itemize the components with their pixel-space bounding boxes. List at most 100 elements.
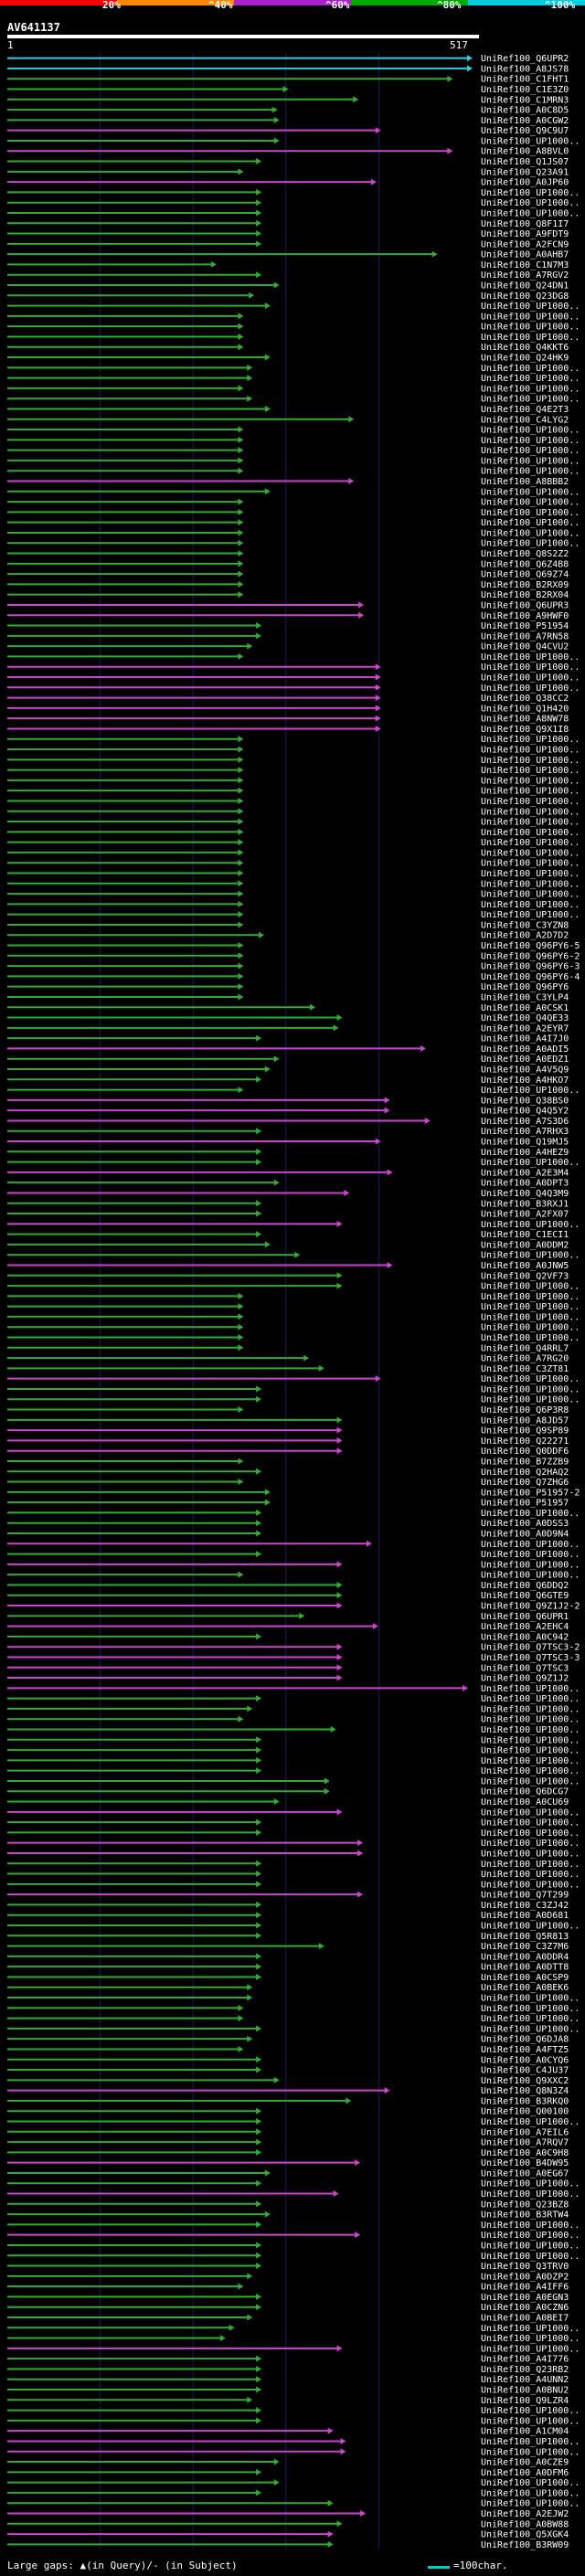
hit-label[interactable]: UniRef100_UP1000.. <box>481 2447 580 2457</box>
hit-label[interactable]: UniRef100_UP1000.. <box>481 2231 580 2241</box>
hit-label[interactable]: UniRef100_UP1000.. <box>481 1860 580 1870</box>
hit-label[interactable]: UniRef100_Q9SP89 <box>481 1426 569 1436</box>
hit-label[interactable]: UniRef100_A0BW88 <box>481 2519 569 2529</box>
hit-label[interactable]: UniRef100_Q4QE33 <box>481 1013 569 1023</box>
hit-label[interactable]: UniRef100_C3YLP4 <box>481 992 569 1002</box>
hit-label[interactable]: UniRef100_Q38BS0 <box>481 1096 569 1106</box>
hit-label[interactable]: UniRef100_UP1000.. <box>481 2488 580 2498</box>
hit-label[interactable]: UniRef100_Q6DDQ2 <box>481 1581 569 1591</box>
hit-label[interactable]: UniRef100_A0C942 <box>481 1632 569 1642</box>
hit-label[interactable]: UniRef100_UP1000.. <box>481 312 580 322</box>
hit-label[interactable]: UniRef100_UP1000.. <box>481 487 580 497</box>
hit-label[interactable]: UniRef100_UP1000.. <box>481 910 580 920</box>
hit-label[interactable]: UniRef100_UP1000.. <box>481 2334 580 2344</box>
hit-label[interactable]: UniRef100_Q4KKT6 <box>481 343 569 353</box>
hit-label[interactable]: UniRef100_UP1000.. <box>481 364 580 374</box>
hit-label[interactable]: UniRef100_UP1000.. <box>481 1550 580 1560</box>
hit-label[interactable]: UniRef100_Q2VF73 <box>481 1271 569 1281</box>
hit-label[interactable]: UniRef100_A0EGN3 <box>481 2293 569 2303</box>
hit-label[interactable]: UniRef100_UP1000.. <box>481 2014 580 2024</box>
hit-label[interactable]: UniRef100_P51957-2 <box>481 1488 580 1498</box>
hit-label[interactable]: UniRef100_UP1000.. <box>481 208 580 218</box>
hit-label[interactable]: UniRef100_Q96PY6 <box>481 982 569 992</box>
hit-label[interactable]: UniRef100_UP1000.. <box>481 136 580 146</box>
hit-label[interactable]: UniRef100_Q23A91 <box>481 167 569 177</box>
hit-label[interactable]: UniRef100_UP1000.. <box>481 2024 580 2034</box>
hit-label[interactable]: UniRef100_UP1000.. <box>481 498 580 508</box>
hit-label[interactable]: UniRef100_A7RGV2 <box>481 270 569 281</box>
hit-label[interactable]: UniRef100_UP1000.. <box>481 838 580 848</box>
hit-label[interactable]: UniRef100_UP1000.. <box>481 1818 580 1829</box>
hit-label[interactable]: UniRef100_UP1000.. <box>481 1374 580 1384</box>
hit-label[interactable]: UniRef100_UP1000.. <box>481 787 580 797</box>
hit-label[interactable]: UniRef100_Q6UPR3 <box>481 600 569 610</box>
hit-label[interactable]: UniRef100_UP1000.. <box>481 1540 580 1550</box>
hit-label[interactable]: UniRef100_UP1000.. <box>481 188 580 198</box>
hit-label[interactable]: UniRef100_UP1000.. <box>481 807 580 817</box>
hit-label[interactable]: UniRef100_Q6P3R8 <box>481 1405 569 1415</box>
hit-label[interactable]: UniRef100_UP1000.. <box>481 1880 580 1890</box>
hit-label[interactable]: UniRef100_UP1000.. <box>481 756 580 766</box>
hit-label[interactable]: UniRef100_Q5XGK4 <box>481 2530 569 2540</box>
hit-label[interactable]: UniRef100_A0C8D5 <box>481 106 569 116</box>
hit-label[interactable]: UniRef100_UP1000.. <box>481 1333 580 1343</box>
hit-label[interactable]: UniRef100_A8BBB2 <box>481 477 569 487</box>
hit-label[interactable]: UniRef100_A0D681 <box>481 1911 569 1921</box>
hit-label[interactable]: UniRef100_Q6Z4B8 <box>481 559 569 569</box>
hit-label[interactable]: UniRef100_UP1000.. <box>481 2437 580 2447</box>
hit-label[interactable]: UniRef100_UP1000.. <box>481 2179 580 2189</box>
hit-label[interactable]: UniRef100_UP1000.. <box>481 1384 580 1394</box>
hit-label[interactable]: UniRef100_A9FDT9 <box>481 229 569 239</box>
hit-label[interactable]: UniRef100_UP1000.. <box>481 673 580 684</box>
hit-label[interactable]: UniRef100_Q4CVU2 <box>481 642 569 652</box>
hit-label[interactable]: UniRef100_Q23DG8 <box>481 292 569 302</box>
hit-label[interactable]: UniRef100_UP1000.. <box>481 518 580 528</box>
hit-label[interactable]: UniRef100_UP1000.. <box>481 1684 580 1694</box>
hit-label[interactable]: UniRef100_Q22271 <box>481 1436 569 1447</box>
hit-label[interactable]: UniRef100_UP1000.. <box>481 684 580 694</box>
hit-label[interactable]: UniRef100_UP1000.. <box>481 1086 580 1096</box>
hit-label[interactable]: UniRef100_A0ADI5 <box>481 1044 569 1055</box>
hit-label[interactable]: UniRef100_UP1000.. <box>481 1312 580 1322</box>
hit-label[interactable]: UniRef100_UP1000.. <box>481 663 580 673</box>
hit-label[interactable]: UniRef100_UP1000.. <box>481 456 580 466</box>
hit-label[interactable]: UniRef100_UP1000.. <box>481 2344 580 2354</box>
hit-label[interactable]: UniRef100_B3RW09 <box>481 2540 569 2550</box>
hit-label[interactable]: UniRef100_A0CSP9 <box>481 1973 569 1983</box>
hit-label[interactable]: UniRef100_UP1000.. <box>481 1292 580 1302</box>
hit-label[interactable]: UniRef100_P51957 <box>481 1499 569 1509</box>
hit-label[interactable]: UniRef100_UP1000.. <box>481 1725 580 1735</box>
hit-label[interactable]: UniRef100_Q9Z1J2 <box>481 1674 569 1684</box>
hit-label[interactable]: UniRef100_C3ZJ42 <box>481 1901 569 1911</box>
hit-label[interactable]: UniRef100_A4I776 <box>481 2355 569 2365</box>
hit-label[interactable]: UniRef100_A0D9N4 <box>481 1530 569 1540</box>
hit-label[interactable]: UniRef100_C1MRN3 <box>481 95 569 105</box>
hit-label[interactable]: UniRef100_Q24HK9 <box>481 354 569 364</box>
hit-label[interactable]: UniRef100_C1FHT1 <box>481 75 569 85</box>
hit-label[interactable]: UniRef100_UP1000.. <box>481 508 580 518</box>
hit-label[interactable]: UniRef100_A8NW78 <box>481 715 569 725</box>
hit-label[interactable]: UniRef100_UP1000.. <box>481 766 580 776</box>
hit-label[interactable]: UniRef100_A7RG20 <box>481 1354 569 1364</box>
hit-label[interactable]: UniRef100_A1CM04 <box>481 2427 569 2437</box>
hit-label[interactable]: UniRef100_A4FTZ5 <box>481 2045 569 2055</box>
hit-label[interactable]: UniRef100_UP1000.. <box>481 1839 580 1849</box>
hit-label[interactable]: UniRef100_Q6UPR2 <box>481 54 569 64</box>
hit-label[interactable]: UniRef100_UP1000.. <box>481 776 580 786</box>
hit-label[interactable]: UniRef100_UP1000.. <box>481 2478 580 2488</box>
hit-label[interactable]: UniRef100_UP1000.. <box>481 374 580 384</box>
hit-label[interactable]: UniRef100_UP1000.. <box>481 2252 580 2262</box>
hit-label[interactable]: UniRef100_UP1000.. <box>481 1509 580 1519</box>
hit-label[interactable]: UniRef100_B3RKQ0 <box>481 2096 569 2106</box>
hit-label[interactable]: UniRef100_Q9LZR4 <box>481 2396 569 2406</box>
hit-label[interactable]: UniRef100_A0CZN6 <box>481 2303 569 2313</box>
hit-label[interactable]: UniRef100_UP1000.. <box>481 2221 580 2231</box>
hit-label[interactable]: UniRef100_A0JNW5 <box>481 1261 569 1271</box>
hit-label[interactable]: UniRef100_UP1000.. <box>481 2406 580 2416</box>
hit-label[interactable]: UniRef100_UP1000.. <box>481 1756 580 1766</box>
hit-label[interactable]: UniRef100_UP1000.. <box>481 1766 580 1776</box>
hit-label[interactable]: UniRef100_A8BVL0 <box>481 147 569 157</box>
hit-label[interactable]: UniRef100_Q8S2Z2 <box>481 549 569 559</box>
hit-label[interactable]: UniRef100_A7RHX3 <box>481 1127 569 1137</box>
hit-label[interactable]: UniRef100_UP1000.. <box>481 1220 580 1230</box>
